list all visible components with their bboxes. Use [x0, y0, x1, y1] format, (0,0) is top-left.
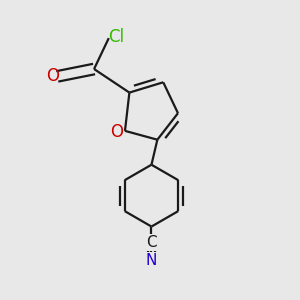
Text: O: O [110, 123, 123, 141]
Text: O: O [46, 68, 59, 85]
Text: Cl: Cl [108, 28, 124, 46]
Text: C: C [146, 235, 157, 250]
Text: N: N [146, 253, 157, 268]
